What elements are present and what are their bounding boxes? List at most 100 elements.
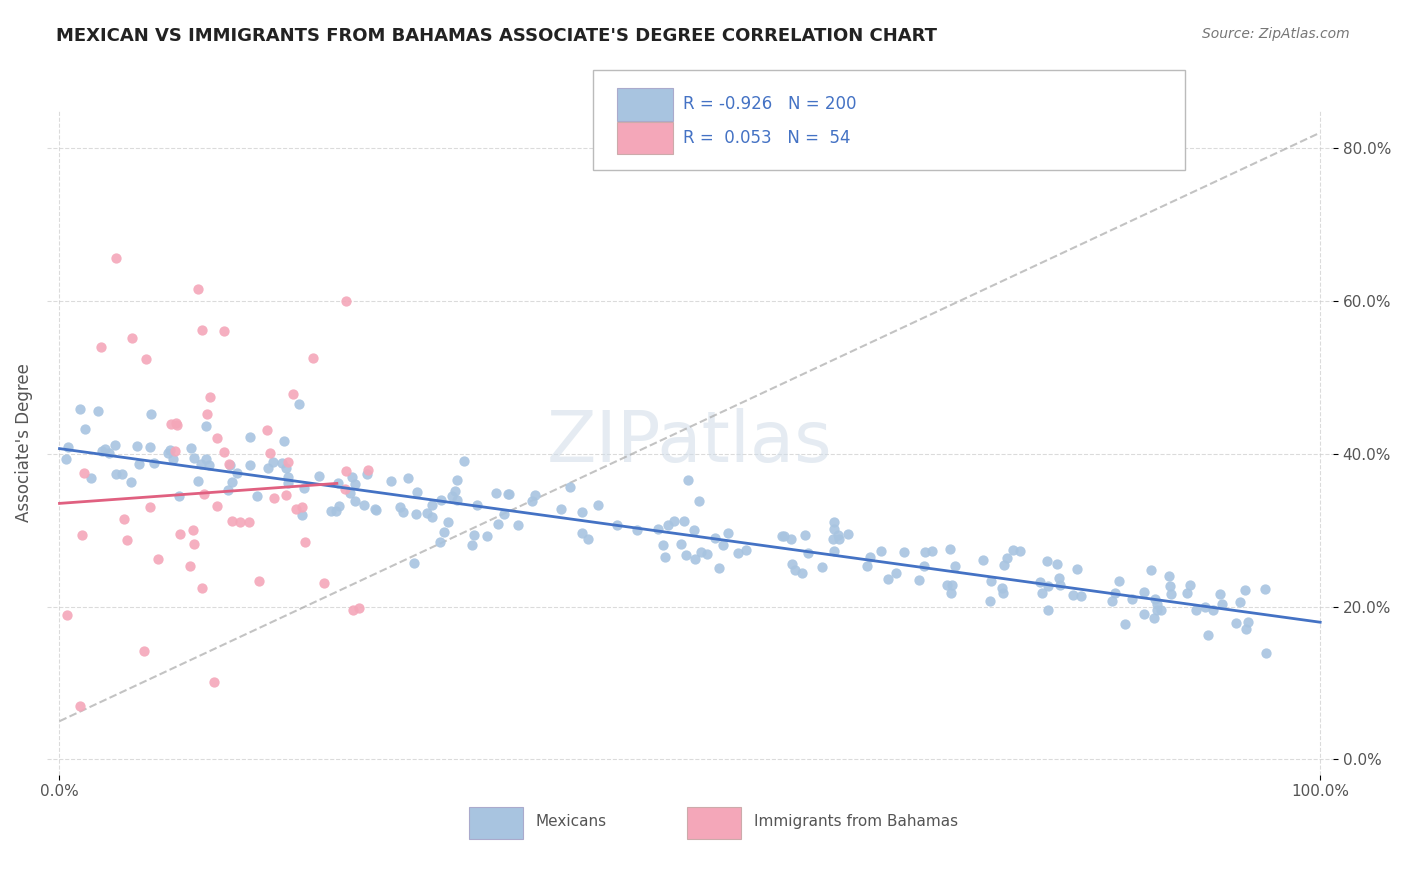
Point: [485, 486, 508, 500]
Point: [246, 490, 269, 504]
Point: [506, 518, 529, 533]
Point: [1070, 589, 1092, 603]
Point: [257, 460, 280, 475]
Point: [943, 558, 966, 573]
Point: [475, 529, 498, 543]
Point: [396, 471, 419, 485]
Point: [734, 542, 756, 557]
Point: [443, 484, 465, 499]
Text: R = -0.926   N = 200: R = -0.926 N = 200: [683, 95, 856, 113]
Point: [703, 532, 725, 546]
Point: [550, 501, 572, 516]
Point: [429, 534, 451, 549]
Point: [93, 442, 115, 456]
Point: [239, 430, 262, 444]
Point: [179, 559, 201, 574]
Point: [783, 562, 806, 576]
Point: [1143, 611, 1166, 625]
Point: [1146, 603, 1168, 617]
Point: [139, 408, 162, 422]
Point: [357, 463, 380, 477]
Point: [877, 572, 900, 586]
Point: [270, 456, 292, 470]
Point: [683, 524, 706, 538]
Point: [288, 397, 311, 411]
Point: [1234, 622, 1257, 636]
Point: [335, 464, 357, 478]
FancyBboxPatch shape: [593, 70, 1185, 169]
Point: [498, 487, 520, 501]
Y-axis label: Associate's Degree: Associate's Degree: [15, 363, 32, 522]
FancyBboxPatch shape: [688, 806, 741, 839]
Point: [218, 457, 240, 471]
Point: [827, 528, 849, 542]
Point: [494, 507, 516, 521]
Point: [79, 471, 101, 485]
Point: [1180, 577, 1202, 591]
Point: [1149, 603, 1171, 617]
Point: [792, 566, 814, 580]
Point: [696, 548, 718, 562]
Point: [810, 559, 832, 574]
Point: [392, 504, 415, 518]
Point: [1140, 563, 1163, 577]
Point: [461, 538, 484, 552]
Point: [328, 499, 350, 513]
Point: [1159, 569, 1181, 583]
Point: [221, 475, 243, 490]
Point: [120, 475, 142, 490]
Point: [135, 351, 157, 366]
Point: [259, 446, 281, 460]
Point: [194, 451, 217, 466]
Point: [420, 510, 443, 524]
Point: [870, 543, 893, 558]
Point: [1101, 594, 1123, 608]
Point: [380, 474, 402, 488]
Point: [277, 475, 299, 490]
Point: [991, 581, 1014, 595]
Point: [69, 402, 91, 417]
Point: [675, 548, 697, 562]
Point: [837, 527, 859, 541]
Point: [914, 545, 936, 559]
Point: [727, 547, 749, 561]
Point: [1146, 597, 1168, 611]
Point: [217, 483, 239, 497]
Point: [979, 594, 1001, 608]
Point: [221, 514, 243, 528]
Point: [855, 559, 877, 574]
Point: [69, 698, 91, 713]
Point: [56, 441, 79, 455]
Point: [187, 282, 209, 296]
Point: [1036, 554, 1059, 568]
Point: [121, 331, 143, 345]
Point: [939, 542, 962, 557]
Point: [821, 532, 844, 546]
Point: [678, 473, 700, 487]
Point: [823, 522, 845, 536]
Point: [276, 455, 298, 469]
Point: [941, 578, 963, 592]
Point: [328, 475, 350, 490]
Point: [1047, 571, 1070, 585]
Point: [558, 480, 581, 494]
Point: [72, 466, 94, 480]
Text: MEXICAN VS IMMIGRANTS FROM BAHAMAS ASSOCIATE'S DEGREE CORRELATION CHART: MEXICAN VS IMMIGRANTS FROM BAHAMAS ASSOC…: [56, 27, 938, 45]
Point: [238, 515, 260, 529]
Point: [342, 603, 364, 617]
Point: [486, 516, 509, 531]
Point: [190, 457, 212, 471]
Point: [219, 458, 242, 473]
Point: [654, 550, 676, 565]
Point: [1121, 592, 1143, 607]
Point: [908, 573, 931, 587]
Point: [688, 494, 710, 508]
Point: [1046, 557, 1069, 571]
Point: [405, 485, 427, 500]
Text: R =  0.053   N =  54: R = 0.053 N = 54: [683, 128, 851, 146]
Point: [214, 444, 236, 458]
Text: ZIPatlas: ZIPatlas: [547, 408, 832, 476]
Point: [195, 418, 218, 433]
Point: [105, 467, 128, 481]
Point: [148, 552, 170, 566]
